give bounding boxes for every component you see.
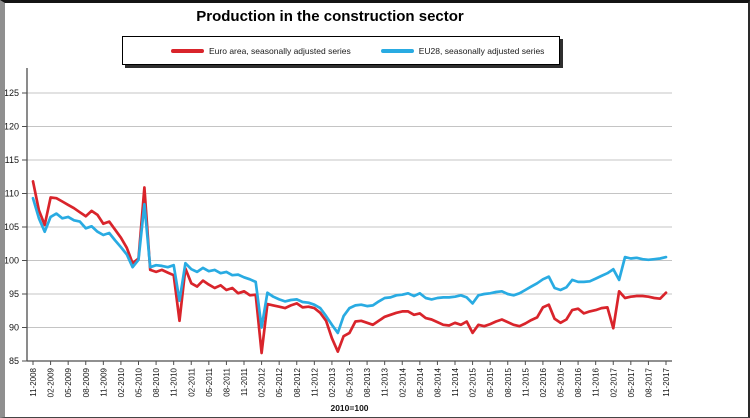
x-tick-label: 02-2017 bbox=[609, 367, 618, 397]
x-tick-label: 08-2011 bbox=[222, 367, 231, 396]
x-tick-label: 05-2009 bbox=[64, 367, 73, 397]
x-tick-label: 11-2008 bbox=[29, 367, 38, 396]
x-tick-label: 08-2010 bbox=[152, 367, 161, 397]
x-tick-label: 02-2016 bbox=[539, 367, 548, 397]
x-tick-label: 05-2017 bbox=[627, 367, 636, 397]
x-tick-label: 02-2011 bbox=[187, 367, 196, 396]
y-tick-label: 120 bbox=[4, 122, 19, 132]
x-tick-label: 05-2013 bbox=[346, 367, 355, 397]
x-tick-label: 11-2012 bbox=[310, 367, 319, 396]
y-tick-label: 105 bbox=[4, 222, 19, 232]
x-tick-label: 05-2016 bbox=[557, 367, 566, 397]
x-tick-label: 08-2014 bbox=[433, 367, 442, 397]
x-tick-label: 05-2014 bbox=[416, 367, 425, 397]
x-tick-label: 05-2010 bbox=[135, 367, 144, 397]
y-tick-label: 125 bbox=[4, 88, 19, 98]
x-tick-label: 11-2010 bbox=[170, 367, 179, 396]
x-tick-label: 08-2013 bbox=[363, 367, 372, 397]
x-tick-label: 11-2014 bbox=[451, 367, 460, 396]
y-tick-label: 90 bbox=[9, 323, 19, 333]
y-tick-label: 100 bbox=[4, 256, 19, 266]
x-tick-label: 08-2015 bbox=[504, 367, 513, 397]
x-tick-label: 11-2013 bbox=[381, 367, 390, 396]
x-tick-label: 08-2012 bbox=[293, 367, 302, 397]
x-tick-label: 08-2016 bbox=[574, 367, 583, 397]
y-tick-label: 110 bbox=[5, 189, 19, 199]
x-tick-label: 02-2012 bbox=[258, 367, 267, 397]
x-tick-label: 11-2017 bbox=[662, 367, 671, 396]
x-tick-label: 02-2014 bbox=[398, 367, 407, 397]
x-tick-label: 05-2015 bbox=[486, 367, 495, 397]
eurostat-construction-chart-page: Production in the construction sector Eu… bbox=[0, 0, 750, 418]
x-tick-label: 05-2011 bbox=[205, 367, 214, 396]
x-tick-label: 02-2009 bbox=[47, 367, 56, 397]
y-tick-label: 115 bbox=[5, 155, 19, 165]
x-tick-label: 11-2015 bbox=[521, 367, 530, 396]
x-tick-label: 02-2013 bbox=[328, 367, 337, 397]
x-tick-label: 08-2009 bbox=[82, 367, 91, 397]
x-tick-label: 02-2010 bbox=[117, 367, 126, 397]
x-tick-label: 11-2016 bbox=[592, 367, 601, 396]
x-tick-label: 02-2015 bbox=[469, 367, 478, 397]
y-tick-label: 85 bbox=[9, 356, 19, 366]
x-tick-label: 11-2009 bbox=[99, 367, 108, 396]
x-tick-label: 08-2017 bbox=[644, 367, 653, 397]
x-tick-label: 05-2012 bbox=[275, 367, 284, 397]
construction-production-line-chart: 85 90 95 100 105 110 115 120 125 11-2008 02-2009 05… bbox=[0, 0, 750, 418]
x-tick-label: 11-2011 bbox=[240, 367, 249, 396]
axis-unit-note: 2010=100 bbox=[330, 403, 368, 413]
y-tick-label: 95 bbox=[9, 289, 19, 299]
